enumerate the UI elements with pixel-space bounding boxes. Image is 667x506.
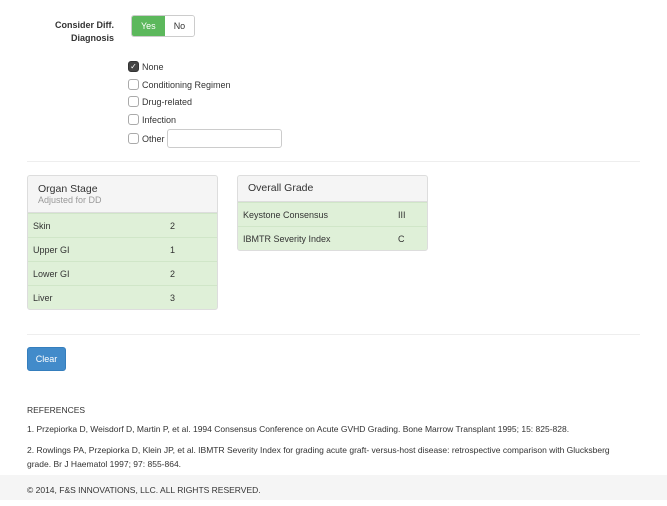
checkbox-label: Drug-related [142, 96, 193, 107]
row-value: C [398, 233, 405, 244]
checkbox-icon[interactable] [128, 114, 139, 125]
no-button[interactable]: No [164, 16, 195, 36]
checkbox-other[interactable]: Other [128, 133, 165, 144]
table-row: Liver 3 [28, 285, 217, 309]
panel-title: Overall Grade [248, 182, 314, 194]
references-heading: REFERENCES [27, 405, 86, 415]
checkbox-icon[interactable] [128, 96, 139, 107]
row-label: Lower GI [33, 268, 70, 279]
footer: © 2014, F&S INNOVATIONS, LLC. ALL RIGHTS… [0, 475, 667, 500]
row-label: Upper GI [33, 244, 70, 255]
table-row: Keystone Consensus III [238, 202, 427, 226]
other-input[interactable] [167, 129, 282, 148]
divider [27, 334, 640, 335]
row-label: Skin [33, 220, 51, 231]
yes-button[interactable]: Yes [132, 16, 165, 36]
panel-title: Organ Stage [38, 183, 98, 195]
row-label: Keystone Consensus [243, 209, 329, 220]
reference-item: 2. Rowlings PA, Przepiorka D, Klein JP, … [27, 445, 610, 469]
checkbox-label: None [142, 61, 164, 72]
overall-grade-panel: Overall Grade Keystone Consensus III IBMT… [237, 175, 428, 251]
table-row: Lower GI 2 [28, 261, 217, 285]
table-row: IBMTR Severity Index C [238, 226, 427, 250]
checkbox-checked-icon[interactable]: ✓ [128, 61, 139, 72]
row-label: Liver [33, 292, 53, 303]
clear-button[interactable]: Clear [27, 347, 66, 371]
checkbox-infection[interactable]: Infection [128, 114, 176, 125]
divider [27, 161, 640, 162]
table-row: Upper GI 1 [28, 237, 217, 261]
checkbox-conditioning-regimen[interactable]: Conditioning Regimen [128, 79, 231, 90]
checkbox-icon[interactable] [128, 133, 139, 144]
checkbox-icon[interactable] [128, 79, 139, 90]
checkbox-label: Conditioning Regimen [142, 79, 231, 90]
row-value: 2 [170, 268, 176, 279]
diff-diagnosis-label: Consider Diff. Diagnosis [54, 20, 114, 43]
diff-diagnosis-toggle[interactable]: Yes No [131, 15, 196, 37]
panel-subtitle: Adjusted for DD [38, 195, 102, 205]
checkbox-none[interactable]: ✓ None [128, 61, 164, 72]
checkbox-drug-related[interactable]: Drug-related [128, 96, 192, 107]
checkbox-label: Infection [142, 114, 177, 125]
checkbox-label: Other [142, 133, 165, 144]
row-value: 3 [170, 292, 176, 303]
reference-item: 1. Przepiorka D, Weisdorf D, Martin P, e… [27, 424, 570, 434]
table-row: Skin 2 [28, 213, 217, 237]
row-value: III [398, 209, 406, 220]
row-value: 1 [170, 244, 176, 255]
row-value: 2 [170, 220, 176, 231]
organ-stage-panel: Organ Stage Adjusted for DD Skin 2 Upper G… [27, 175, 218, 310]
row-label: IBMTR Severity Index [243, 233, 331, 244]
